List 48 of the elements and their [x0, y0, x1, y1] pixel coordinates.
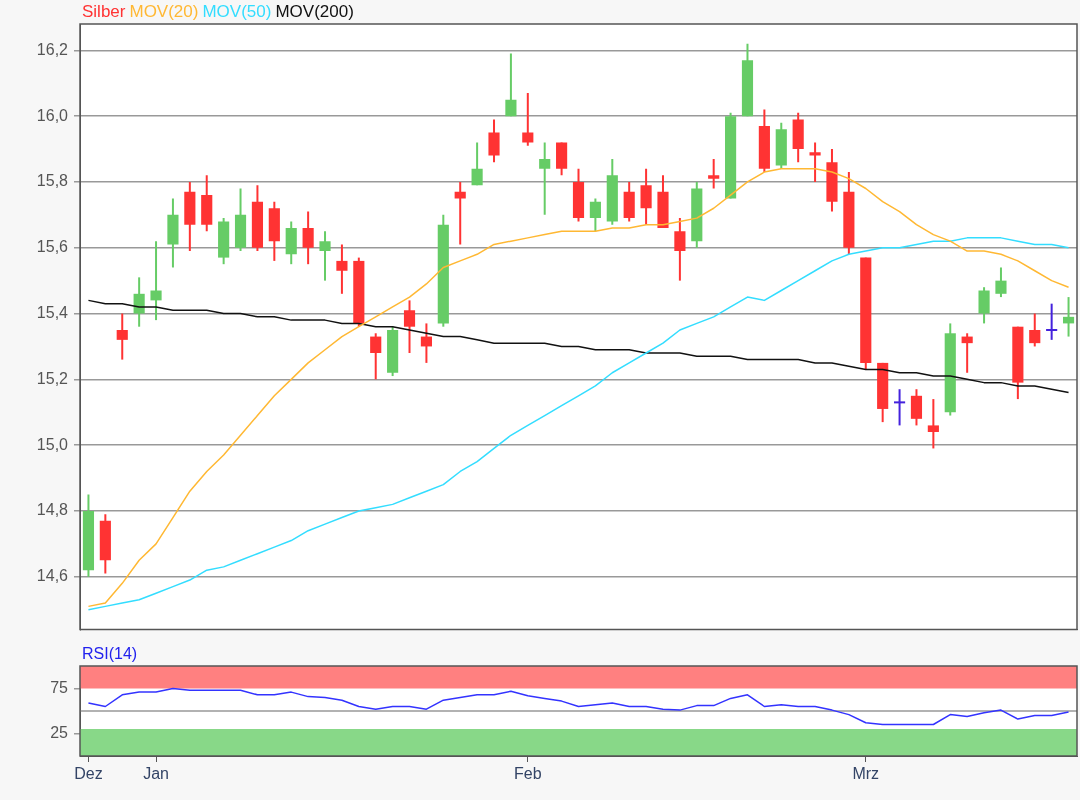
candlestick — [809, 141, 821, 183]
text: MOV(200) — [275, 2, 354, 21]
candlestick — [1062, 296, 1075, 338]
candlestick — [471, 141, 483, 187]
x-tick-label: Feb — [514, 765, 542, 783]
x-tick-label: Dez — [74, 765, 103, 783]
candlestick — [539, 141, 551, 216]
y-tick-label: 14,8 — [36, 501, 69, 519]
candlestick — [708, 157, 720, 190]
candlestick — [910, 388, 923, 427]
y-tick-label: 14,6 — [36, 567, 69, 585]
candlestick — [420, 322, 432, 364]
y-tick-label: 15,2 — [36, 369, 69, 387]
candlestick — [995, 266, 1007, 299]
y-tick-label: 25 — [50, 723, 69, 741]
candlestick — [302, 210, 314, 266]
candlestick — [488, 118, 500, 164]
candlestick — [640, 167, 652, 226]
x-tick-label: Mrz — [852, 765, 880, 783]
y-tick-label: 16,2 — [36, 40, 69, 58]
candlestick — [133, 276, 145, 328]
candlestick — [1029, 312, 1041, 348]
candlestick — [522, 92, 534, 147]
candlestick — [1045, 302, 1059, 341]
text: Silber — [82, 2, 126, 21]
y-tick-label: 15,8 — [36, 172, 69, 190]
candlestick — [116, 312, 128, 361]
candlestick — [589, 197, 601, 233]
candlestick — [150, 240, 162, 322]
y-tick-label: 16,0 — [36, 106, 69, 124]
y-tick-label: 75 — [50, 678, 69, 696]
text: MOV(50) — [202, 2, 272, 21]
y-tick-label: 15,0 — [36, 435, 69, 453]
candlestick — [454, 180, 466, 246]
candlestick — [927, 398, 939, 450]
text: MOV(20) — [129, 2, 199, 21]
candlestick — [961, 332, 973, 374]
x-tick-label: Jan — [143, 765, 169, 783]
candlestick — [319, 230, 331, 282]
candlestick — [505, 52, 517, 118]
candlestick — [403, 299, 416, 355]
chart-title: RSI(14) — [82, 645, 138, 663]
candlestick — [674, 217, 686, 282]
y-tick-label: 15,4 — [36, 303, 69, 321]
candlestick — [336, 243, 348, 295]
candlestick — [370, 332, 382, 381]
candlestick — [978, 286, 990, 325]
y-tick-label: 15,6 — [36, 238, 69, 256]
